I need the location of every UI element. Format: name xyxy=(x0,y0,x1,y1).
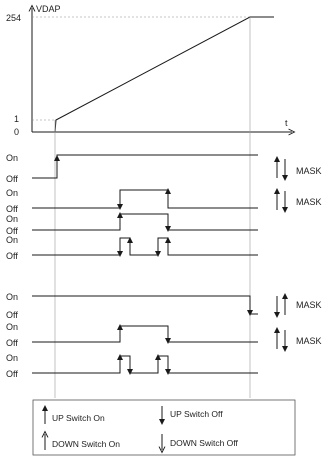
y-tick-254: 254 xyxy=(6,13,21,23)
legend: UP Switch On UP Switch Off DOWN Switch O… xyxy=(32,399,296,456)
row7-on-label: On xyxy=(6,353,18,363)
row1-on-label: On xyxy=(6,153,18,163)
legend-box xyxy=(32,399,296,456)
row3-waveform xyxy=(32,213,258,231)
mask-label-row6: MASK xyxy=(296,336,322,346)
legend-up-off: UP Switch Off xyxy=(170,409,223,419)
row2-off-label: Off xyxy=(6,204,18,214)
row3-on-label: On xyxy=(6,214,18,224)
row7-waveform xyxy=(32,355,258,374)
x-axis-label: t xyxy=(285,118,288,128)
mask-label-row2: MASK xyxy=(296,197,322,207)
row6-waveform xyxy=(32,325,258,343)
row1-waveform xyxy=(32,154,258,179)
row6-on-label: On xyxy=(6,322,18,332)
y-tick-0: 0 xyxy=(14,127,19,137)
row6-off-label: Off xyxy=(6,338,18,348)
row4-on-label: On xyxy=(6,235,18,245)
row4-waveform xyxy=(32,237,258,256)
vdap-chart: VDAP t 254 1 0 xyxy=(6,4,292,137)
row5-off-label: Off xyxy=(6,310,18,320)
legend-up-on: UP Switch On xyxy=(52,413,105,423)
row2-waveform xyxy=(32,189,258,209)
vdap-curve xyxy=(32,16,274,133)
legend-down-on: DOWN Switch On xyxy=(52,439,120,449)
row3-off-label: Off xyxy=(6,226,18,236)
mask-annotations: MASK MASK MASK MASK xyxy=(274,156,322,352)
row1-off-label: Off xyxy=(6,174,18,184)
y-tick-1: 1 xyxy=(14,114,19,124)
row7-off-label: Off xyxy=(6,369,18,379)
waveform-rows: On Off On Off On Off On Off On Off On Of… xyxy=(6,153,258,379)
mask-label-row5: MASK xyxy=(296,300,322,310)
row5-on-label: On xyxy=(6,292,18,302)
mask-label-row1: MASK xyxy=(296,166,322,176)
row2-on-label: On xyxy=(6,188,18,198)
legend-down-off: DOWN Switch Off xyxy=(170,438,238,448)
y-axis-label: VDAP xyxy=(36,4,61,14)
row5-waveform xyxy=(32,295,258,315)
row4-off-label: Off xyxy=(6,251,18,261)
